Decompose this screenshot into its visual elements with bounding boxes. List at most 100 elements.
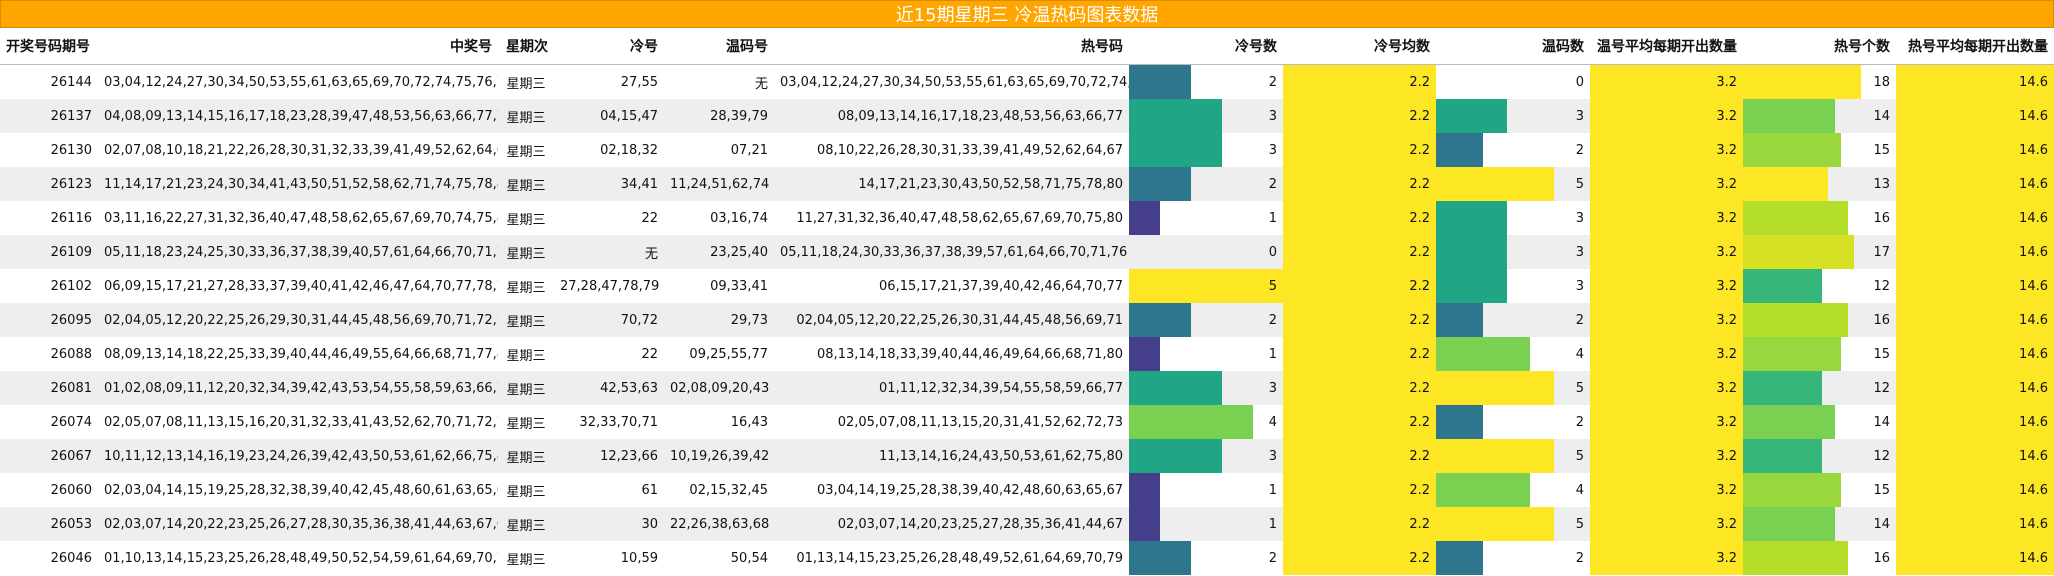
warm-count-value: 4	[1575, 482, 1584, 498]
hot-numbers-cell: 14,17,21,23,30,43,50,52,58,71,75,78,80	[774, 167, 1129, 201]
header-warm: 温码号	[664, 28, 774, 65]
header-warm-count: 温码数	[1436, 28, 1590, 65]
warm-avg-cell: 3.2	[1590, 405, 1743, 439]
hot-count-bar	[1743, 99, 1835, 133]
cold-count-bar	[1129, 337, 1160, 371]
cold-numbers-cell: 34,41	[554, 167, 664, 201]
warm-count-bar	[1436, 507, 1554, 541]
warm-count-bar	[1436, 473, 1530, 507]
warm-count-bar	[1436, 201, 1507, 235]
hot-count-value: 12	[1873, 448, 1890, 464]
table-body: 26144 03,04,12,24,27,30,34,50,53,55,61,63…	[0, 64, 2054, 575]
weekday-cell: 星期三	[498, 507, 554, 541]
warm-count-value: 3	[1575, 278, 1584, 294]
warm-numbers-cell: 22,26,38,63,68	[664, 507, 774, 541]
hot-count-bar	[1743, 201, 1848, 235]
hot-avg-cell: 14.6	[1896, 201, 2054, 235]
cold-numbers-cell: 27,28,47,78,79	[560, 278, 660, 294]
cold-numbers-cell: 无	[554, 235, 664, 269]
cold-avg-cell: 2.2	[1283, 507, 1436, 541]
hot-numbers-cell: 11,13,14,16,24,43,50,53,61,62,75,80	[774, 439, 1129, 473]
weekday-cell: 星期三	[498, 167, 554, 201]
hot-count-value: 14	[1873, 414, 1890, 430]
cold-count-bar	[1129, 201, 1160, 235]
warm-numbers-cell: 10,19,26,39,42	[664, 439, 774, 473]
weekday-cell: 星期三	[498, 439, 554, 473]
cold-count-value: 5	[1268, 278, 1277, 294]
hot-avg-cell: 14.6	[1896, 303, 2054, 337]
hot-count-value: 16	[1873, 210, 1890, 226]
warm-numbers-cell: 16,43	[730, 414, 768, 430]
hot-avg-cell: 14.6	[1896, 133, 2054, 167]
warm-numbers-cell: 09,25,55,77	[689, 346, 768, 362]
hot-count-cell: 17	[1743, 235, 1896, 269]
cold-count-value: 3	[1268, 380, 1277, 396]
hot-numbers-cell: 05,11,18,24,30,33,36,37,38,39,57,61,64,6…	[774, 235, 1129, 269]
warm-count-value: 5	[1575, 448, 1584, 464]
cold-count-cell: 3	[1129, 439, 1283, 473]
warm-count-bar	[1436, 337, 1530, 371]
header-hot: 热号码	[774, 28, 1129, 65]
hot-count-cell: 18	[1743, 65, 1896, 99]
cold-count-bar	[1129, 541, 1191, 575]
header-row: 开奖号码期号 中奖号 星期次 冷号 温码号 热号码 冷号数 冷号均数 温码数 温…	[0, 28, 2054, 65]
hot-count-bar	[1743, 405, 1835, 439]
period-cell: 26074	[50, 414, 92, 430]
weekday-cell: 星期三	[506, 76, 546, 92]
hot-count-cell: 15	[1743, 337, 1896, 371]
warm-avg-cell: 3.2	[1590, 269, 1743, 303]
warm-count-value: 2	[1575, 550, 1584, 566]
warm-numbers-cell: 29,73	[664, 303, 774, 337]
warm-count-cell: 0	[1436, 65, 1590, 100]
cold-count-cell: 2	[1129, 303, 1283, 337]
warm-avg-cell: 3.2	[1590, 235, 1743, 269]
cold-numbers-cell: 04,15,47	[554, 99, 664, 133]
warm-avg-cell: 3.2	[1590, 303, 1743, 337]
table-row: 26074 02,05,07,08,11,13,15,16,20,31,32,33…	[0, 405, 2054, 439]
warm-count-cell: 2	[1436, 405, 1590, 439]
cold-avg-cell: 2.2	[1283, 201, 1436, 235]
warm-avg-cell: 3.2	[1590, 99, 1743, 133]
hot-count-bar	[1743, 269, 1822, 303]
period-cell: 26067	[0, 439, 98, 473]
hot-count-bar	[1743, 337, 1842, 371]
hot-numbers-cell: 08,13,14,18,33,39,40,44,46,49,64,66,68,7…	[817, 346, 1123, 362]
warm-avg-cell: 3.2	[1590, 167, 1743, 201]
hot-avg-cell: 14.6	[1896, 337, 2054, 371]
header-weekday: 星期次	[498, 28, 554, 65]
table-row: 26046 01,10,13,14,15,23,25,26,28,48,49,50…	[0, 541, 2054, 575]
weekday-cell: 星期三	[506, 484, 546, 500]
period-cell: 26053	[0, 507, 98, 541]
cold-count-cell: 5	[1129, 269, 1283, 303]
warm-count-cell: 5	[1436, 371, 1590, 405]
hot-count-cell: 14	[1743, 405, 1896, 439]
cold-count-bar	[1129, 473, 1160, 507]
warm-numbers-cell: 02,15,32,45	[689, 482, 768, 498]
winning-numbers-cell: 02,04,05,12,20,22,25,26,29,30,31,44,45,4…	[98, 303, 498, 337]
warm-count-cell: 3	[1436, 201, 1590, 235]
hot-numbers-cell: 02,05,07,08,11,13,15,20,31,41,52,62,72,7…	[837, 414, 1123, 430]
cold-count-bar	[1129, 167, 1191, 201]
cold-count-bar	[1129, 439, 1222, 473]
winning-numbers-cell: 01,02,08,09,11,12,20,32,34,39,42,43,53,5…	[98, 371, 498, 405]
period-cell: 26060	[50, 482, 92, 498]
winning-numbers-cell: 10,11,12,13,14,16,19,23,24,26,39,42,43,5…	[98, 439, 498, 473]
warm-count-value: 2	[1575, 414, 1584, 430]
warm-count-cell: 4	[1436, 473, 1590, 507]
hot-avg-cell: 14.6	[1896, 64, 2054, 99]
table-row: 26067 10,11,12,13,14,16,19,23,24,26,39,42…	[0, 439, 2054, 473]
weekday-cell: 星期三	[498, 303, 554, 337]
hot-numbers-cell: 01,11,12,32,34,39,54,55,58,59,66,77	[774, 371, 1129, 405]
cold-avg-cell: 2.2	[1283, 439, 1436, 473]
hot-numbers-cell: 01,13,14,15,23,25,26,28,48,49,52,61,64,6…	[796, 550, 1123, 566]
hot-numbers-cell: 03,04,14,19,25,28,38,39,40,42,48,60,63,6…	[817, 482, 1123, 498]
warm-count-value: 3	[1575, 210, 1584, 226]
cold-count-value: 2	[1268, 312, 1277, 328]
header-hot-count: 热号个数	[1743, 28, 1896, 65]
period-cell: 26144	[50, 74, 92, 90]
cold-numbers-cell: 27,55	[620, 74, 658, 90]
weekday-cell: 星期三	[498, 99, 554, 133]
period-cell: 26095	[0, 303, 98, 337]
warm-count-bar	[1436, 235, 1507, 269]
cold-count-cell: 1	[1129, 337, 1283, 371]
